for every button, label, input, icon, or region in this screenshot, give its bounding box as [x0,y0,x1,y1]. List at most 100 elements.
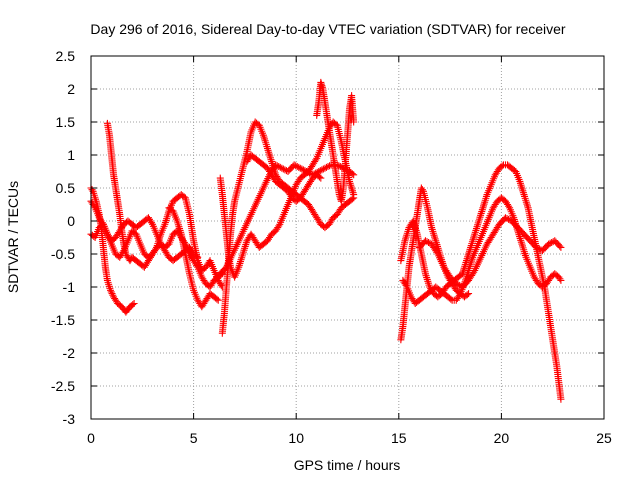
data-point [315,173,323,181]
data-point [498,162,506,170]
data-point [421,237,429,245]
data-point [346,179,354,187]
data-point [518,183,526,191]
data-point [521,192,529,200]
data-point [295,163,303,171]
data-point [301,167,309,175]
data-point [478,206,486,214]
data-point [470,232,478,240]
y-tick-label: -0.5 [51,246,75,262]
data-point [478,208,486,216]
data-point [262,139,270,147]
data-point [545,240,553,248]
x-tick-label: 5 [190,430,198,446]
axis-ticks [90,55,605,420]
data-point [175,223,183,231]
data-series [397,161,565,403]
data-point [266,152,274,160]
data-point [238,254,246,262]
data-point [130,300,138,307]
y-tick-label: -2.5 [51,378,75,394]
data-point [402,233,410,241]
data-point [481,198,489,206]
data-point [214,296,222,304]
data-point [467,242,475,250]
data-point [481,196,489,204]
data-point [278,164,286,172]
data-point [296,164,304,172]
data-point [276,163,284,171]
y-tick-label: -3 [63,411,76,427]
data-point [518,185,526,193]
data-point [324,163,332,171]
data-point [335,162,343,170]
data-point [348,185,356,193]
data-point [266,154,274,162]
y-tick-label: 1 [67,147,75,163]
data-point [517,236,525,244]
data-point [556,275,564,283]
y-tick-label: 2.5 [56,48,76,64]
data-point [423,275,431,283]
data-point [402,281,410,289]
data-point [279,165,287,173]
data-point [350,118,358,126]
chart-title: Day 296 of 2016, Sidereal Day-to-day VTE… [90,21,565,37]
data-point [106,286,114,294]
data-point [474,221,482,229]
data-point [472,226,480,234]
data-point [163,213,171,221]
data-point [302,168,310,175]
data-point [476,213,484,221]
y-tick-label: 0.5 [56,180,76,196]
data-point [422,272,430,280]
data-point [429,229,437,237]
data-point [275,163,283,171]
data-point [148,219,156,227]
data-point [474,219,482,227]
data-series [415,214,565,291]
data-point [316,167,324,175]
data-point [472,225,480,233]
data-series [397,184,473,344]
data-point [431,233,439,241]
data-series [87,184,138,316]
grid [91,56,604,419]
data-point [455,291,463,299]
data-point [520,246,528,254]
data-point [350,191,358,199]
data-series [218,118,358,337]
data-point [238,252,246,260]
data-point [321,164,329,172]
data-point [304,168,312,176]
data-point [556,242,564,250]
data-point [129,301,137,309]
data-point [425,238,433,246]
data-point [265,150,273,158]
data-series [103,119,202,271]
data-point [347,181,355,189]
data-point [429,227,437,235]
data-point [469,236,477,244]
data-point [290,161,298,169]
data-point [275,222,283,230]
data-point [532,243,540,251]
data-point [480,200,488,208]
data-point [349,189,357,197]
data-point [424,277,432,285]
data-point [292,162,300,170]
data-point [471,230,479,238]
data-point [318,166,326,174]
x-tick-label: 10 [288,430,304,446]
data-point [475,215,483,223]
data-point [480,202,488,210]
data-point [454,281,462,289]
data-point [431,235,439,243]
y-tick-label: -1.5 [51,312,75,328]
data-point [293,163,301,171]
data-point [522,196,530,204]
data-point [402,235,410,243]
x-tick-label: 20 [494,430,510,446]
data-point [239,248,247,256]
